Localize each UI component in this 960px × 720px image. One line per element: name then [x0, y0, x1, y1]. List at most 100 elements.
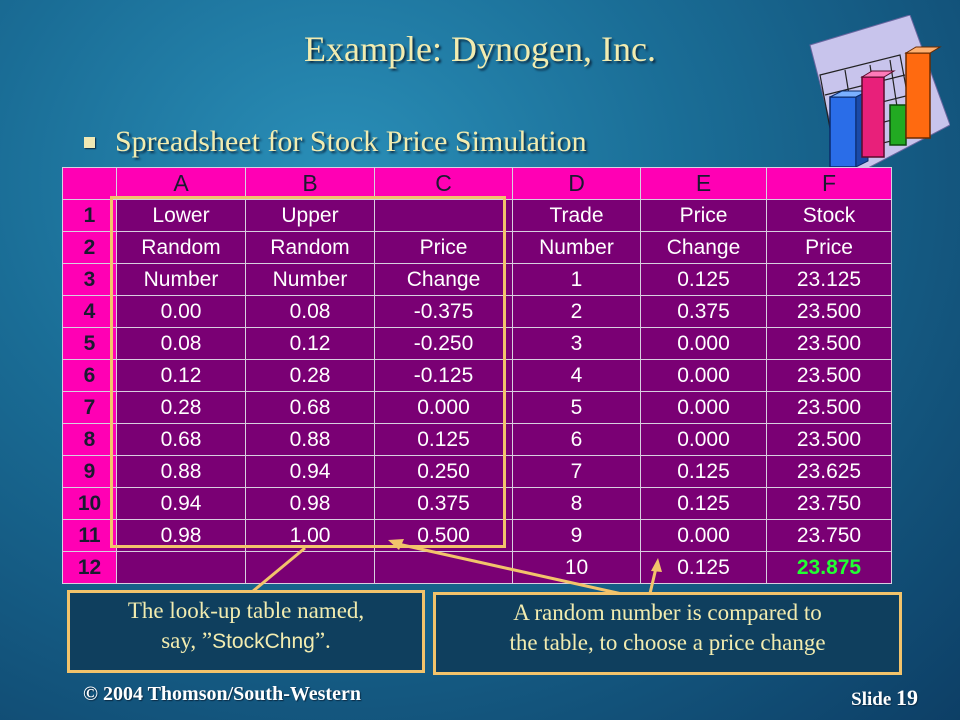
cell-c1[interactable] [374, 199, 513, 232]
cell-b5[interactable]: 0.12 [245, 327, 375, 360]
table-row: 8 0.68 0.88 0.125 6 0.000 23.500 [62, 423, 892, 456]
row-header[interactable]: 12 [62, 551, 117, 584]
cell-a12[interactable] [116, 551, 246, 584]
cell-d8[interactable]: 6 [512, 423, 641, 456]
cell-f5[interactable]: 23.500 [766, 327, 892, 360]
column-header-e[interactable]: E [640, 167, 767, 200]
row-header[interactable]: 10 [62, 487, 117, 520]
callout-right-line2: the table, to choose a price change [509, 630, 826, 655]
cell-d12[interactable]: 10 [512, 551, 641, 584]
column-header-f[interactable]: F [766, 167, 892, 200]
cell-d2[interactable]: Number [512, 231, 641, 264]
column-header-b[interactable]: B [245, 167, 375, 200]
cell-e1[interactable]: Price [640, 199, 767, 232]
cell-f9[interactable]: 23.625 [766, 455, 892, 488]
cell-d9[interactable]: 7 [512, 455, 641, 488]
cell-a10[interactable]: 0.94 [116, 487, 246, 520]
cell-e2[interactable]: Change [640, 231, 767, 264]
cell-b10[interactable]: 0.98 [245, 487, 375, 520]
cell-f8[interactable]: 23.500 [766, 423, 892, 456]
row-header[interactable]: 2 [62, 231, 117, 264]
slide-title: Example: Dynogen, Inc. [304, 29, 656, 69]
cell-d4[interactable]: 2 [512, 295, 641, 328]
cell-b3[interactable]: Number [245, 263, 375, 296]
callout-left-prefix: say, ” [161, 628, 213, 653]
cell-c2[interactable]: Price [374, 231, 513, 264]
cell-f12[interactable]: 23.875 [766, 551, 892, 584]
row-header[interactable]: 3 [62, 263, 117, 296]
cell-b6[interactable]: 0.28 [245, 359, 375, 392]
cell-b8[interactable]: 0.88 [245, 423, 375, 456]
cell-e6[interactable]: 0.000 [640, 359, 767, 392]
cell-b9[interactable]: 0.94 [245, 455, 375, 488]
cell-d10[interactable]: 8 [512, 487, 641, 520]
column-header-c[interactable]: C [374, 167, 513, 200]
cell-d5[interactable]: 3 [512, 327, 641, 360]
cell-f11[interactable]: 23.750 [766, 519, 892, 552]
row-header[interactable]: 4 [62, 295, 117, 328]
cell-c9[interactable]: 0.250 [374, 455, 513, 488]
cell-c5[interactable]: -0.250 [374, 327, 513, 360]
cell-b11[interactable]: 1.00 [245, 519, 375, 552]
column-header-a[interactable]: A [116, 167, 246, 200]
cell-e7[interactable]: 0.000 [640, 391, 767, 424]
cell-a4[interactable]: 0.00 [116, 295, 246, 328]
cell-c4[interactable]: -0.375 [374, 295, 513, 328]
row-header[interactable]: 9 [62, 455, 117, 488]
cell-a11[interactable]: 0.98 [116, 519, 246, 552]
table-row: 9 0.88 0.94 0.250 7 0.125 23.625 [62, 455, 892, 488]
row-header[interactable]: 6 [62, 359, 117, 392]
cell-f6[interactable]: 23.500 [766, 359, 892, 392]
cell-d6[interactable]: 4 [512, 359, 641, 392]
cell-e3[interactable]: 0.125 [640, 263, 767, 296]
cell-d7[interactable]: 5 [512, 391, 641, 424]
cell-c8[interactable]: 0.125 [374, 423, 513, 456]
row-header[interactable]: 8 [62, 423, 117, 456]
cell-d11[interactable]: 9 [512, 519, 641, 552]
cell-f7[interactable]: 23.500 [766, 391, 892, 424]
cell-e12[interactable]: 0.125 [640, 551, 767, 584]
cell-a3[interactable]: Number [116, 263, 246, 296]
cell-c7[interactable]: 0.000 [374, 391, 513, 424]
cell-b2[interactable]: Random [245, 231, 375, 264]
table-row: 6 0.12 0.28 -0.125 4 0.000 23.500 [62, 359, 892, 392]
table-row: 2 Random Random Price Number Change Price [62, 231, 892, 264]
cell-e8[interactable]: 0.000 [640, 423, 767, 456]
cell-c10[interactable]: 0.375 [374, 487, 513, 520]
cell-e9[interactable]: 0.125 [640, 455, 767, 488]
column-header-d[interactable]: D [512, 167, 641, 200]
cell-f3[interactable]: 23.125 [766, 263, 892, 296]
cell-f1[interactable]: Stock [766, 199, 892, 232]
cell-c3[interactable]: Change [374, 263, 513, 296]
cell-b7[interactable]: 0.68 [245, 391, 375, 424]
bar-chart-clipart-icon [809, 15, 950, 180]
cell-b4[interactable]: 0.08 [245, 295, 375, 328]
cell-b12[interactable] [245, 551, 375, 584]
cell-f2[interactable]: Price [766, 231, 892, 264]
cell-c6[interactable]: -0.125 [374, 359, 513, 392]
row-header[interactable]: 1 [62, 199, 117, 232]
cell-a9[interactable]: 0.88 [116, 455, 246, 488]
cell-a5[interactable]: 0.08 [116, 327, 246, 360]
cell-f4[interactable]: 23.500 [766, 295, 892, 328]
cell-a8[interactable]: 0.68 [116, 423, 246, 456]
cell-e11[interactable]: 0.000 [640, 519, 767, 552]
row-header[interactable]: 7 [62, 391, 117, 424]
cell-b1[interactable]: Upper [245, 199, 375, 232]
table-row: 5 0.08 0.12 -0.250 3 0.000 23.500 [62, 327, 892, 360]
cell-a2[interactable]: Random [116, 231, 246, 264]
cell-f10[interactable]: 23.750 [766, 487, 892, 520]
cell-c12[interactable] [374, 551, 513, 584]
table-row: 4 0.00 0.08 -0.375 2 0.375 23.500 [62, 295, 892, 328]
cell-a6[interactable]: 0.12 [116, 359, 246, 392]
cell-d1[interactable]: Trade [512, 199, 641, 232]
cell-a7[interactable]: 0.28 [116, 391, 246, 424]
cell-e4[interactable]: 0.375 [640, 295, 767, 328]
row-header[interactable]: 11 [62, 519, 117, 552]
cell-e5[interactable]: 0.000 [640, 327, 767, 360]
cell-a1[interactable]: Lower [116, 199, 246, 232]
row-header[interactable]: 5 [62, 327, 117, 360]
cell-e10[interactable]: 0.125 [640, 487, 767, 520]
cell-c11[interactable]: 0.500 [374, 519, 513, 552]
cell-d3[interactable]: 1 [512, 263, 641, 296]
